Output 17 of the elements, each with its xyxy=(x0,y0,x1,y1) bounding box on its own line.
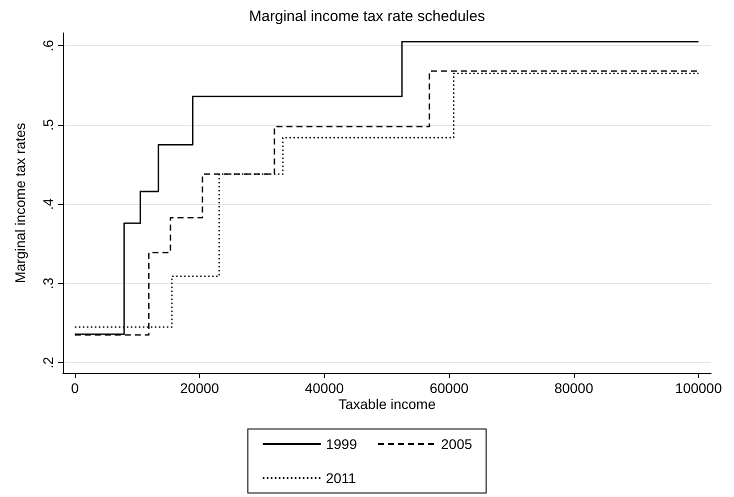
y-tick-label: .3 xyxy=(40,277,56,290)
legend-label: 2011 xyxy=(326,470,356,486)
x-tick-label: 100000 xyxy=(675,380,722,396)
x-axis-title: Taxable income xyxy=(338,396,436,412)
x-tick-label: 60000 xyxy=(430,380,469,396)
x-tick-label: 80000 xyxy=(554,380,594,396)
legend-label: 1999 xyxy=(326,436,358,452)
y-tick-label: .2 xyxy=(40,356,56,369)
x-tick-label: 40000 xyxy=(304,380,344,396)
y-axis-title: Marginal income tax rates xyxy=(12,122,28,284)
chart-title: Marginal income tax rate schedules xyxy=(249,8,485,25)
x-tick-label: 0 xyxy=(70,380,79,396)
y-tick-label: .4 xyxy=(40,198,56,210)
y-tick-label: .5 xyxy=(40,118,56,131)
legend-label: 2005 xyxy=(441,436,472,452)
y-tick-label: .6 xyxy=(40,40,56,52)
x-tick-label: 20000 xyxy=(180,380,220,396)
